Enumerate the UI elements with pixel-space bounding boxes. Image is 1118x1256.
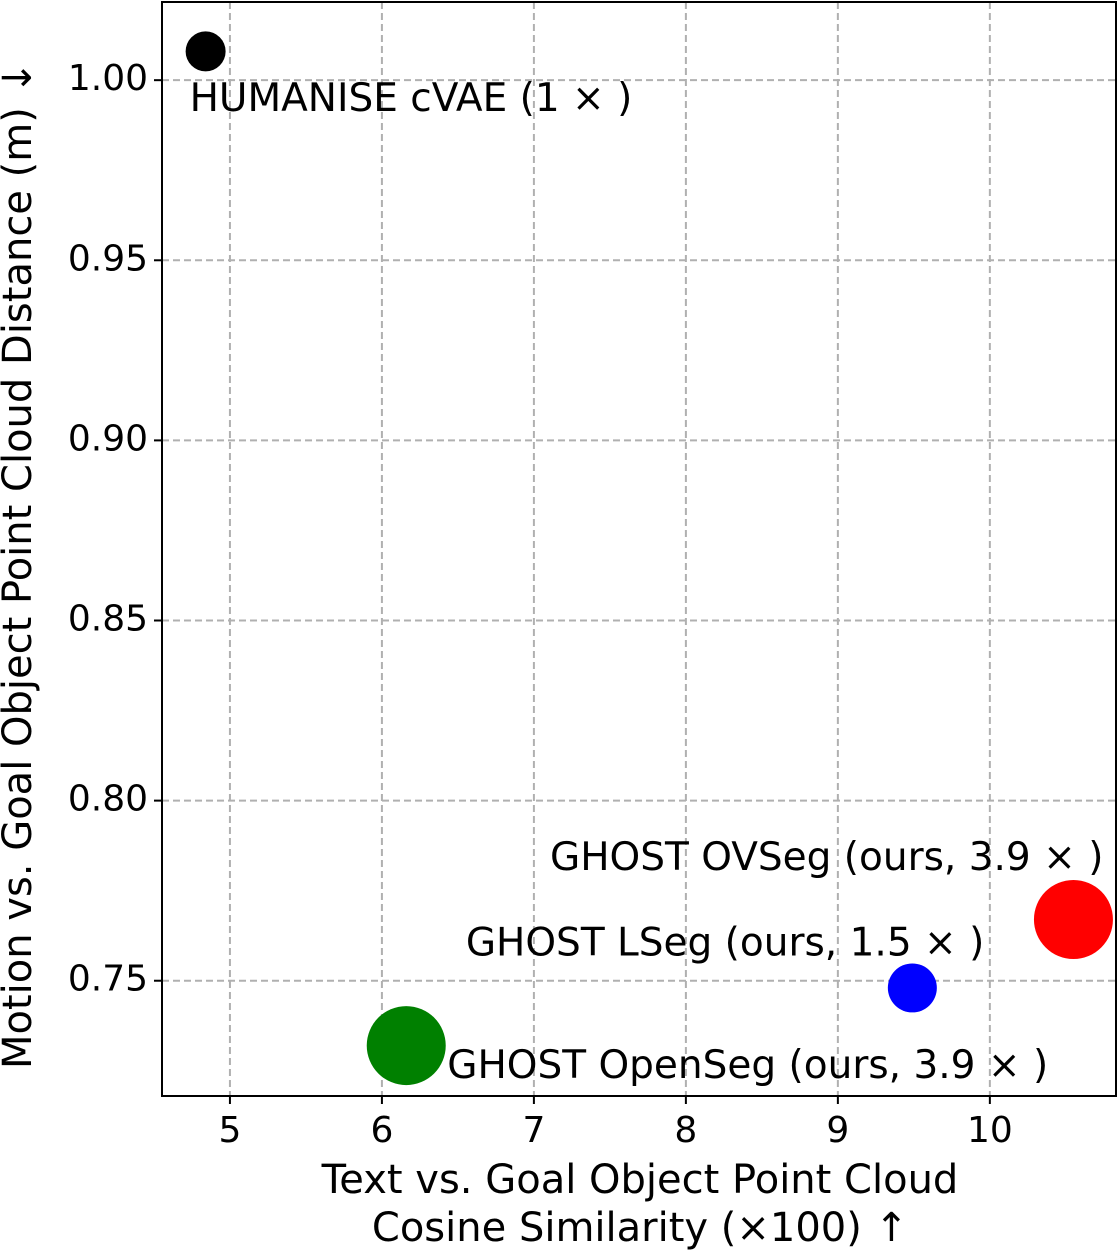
bubble (887, 963, 937, 1013)
x-tick-label: 5 (218, 1110, 241, 1151)
x-tick-label: 9 (826, 1110, 849, 1151)
y-tick-label: 0.95 (68, 238, 148, 279)
y-tick-label: 0.80 (68, 779, 148, 820)
bubble (366, 1006, 446, 1086)
y-tick-label: 0.90 (68, 418, 148, 459)
annotation: HUMANISE cVAE (1 × ) (190, 76, 633, 121)
x-axis-label: Cosine Similarity (×100) ↑ (372, 1205, 908, 1251)
y-tick-label: 0.85 (68, 599, 148, 640)
annotation: GHOST OVSeg (ours, 3.9 × ) (550, 835, 1103, 880)
x-tick-label: 8 (674, 1110, 697, 1151)
bubble (185, 31, 226, 72)
x-tick-label: 7 (522, 1110, 545, 1151)
annotation: GHOST LSeg (ours, 1.5 × ) (466, 920, 985, 965)
bubble (1033, 879, 1113, 959)
y-tick-label: 1.00 (68, 58, 148, 99)
x-tick-label: 6 (370, 1110, 393, 1151)
y-tick-label: 0.75 (68, 959, 148, 1000)
x-tick-label: 10 (967, 1110, 1013, 1151)
plot-frame (161, 1, 1117, 1097)
y-axis-label: Motion vs. Goal Object Point Cloud Dista… (0, 61, 41, 1069)
x-axis-label: Text vs. Goal Object Point Cloud (321, 1157, 959, 1203)
annotation: GHOST OpenSeg (ours, 3.9 × ) (447, 1043, 1048, 1088)
